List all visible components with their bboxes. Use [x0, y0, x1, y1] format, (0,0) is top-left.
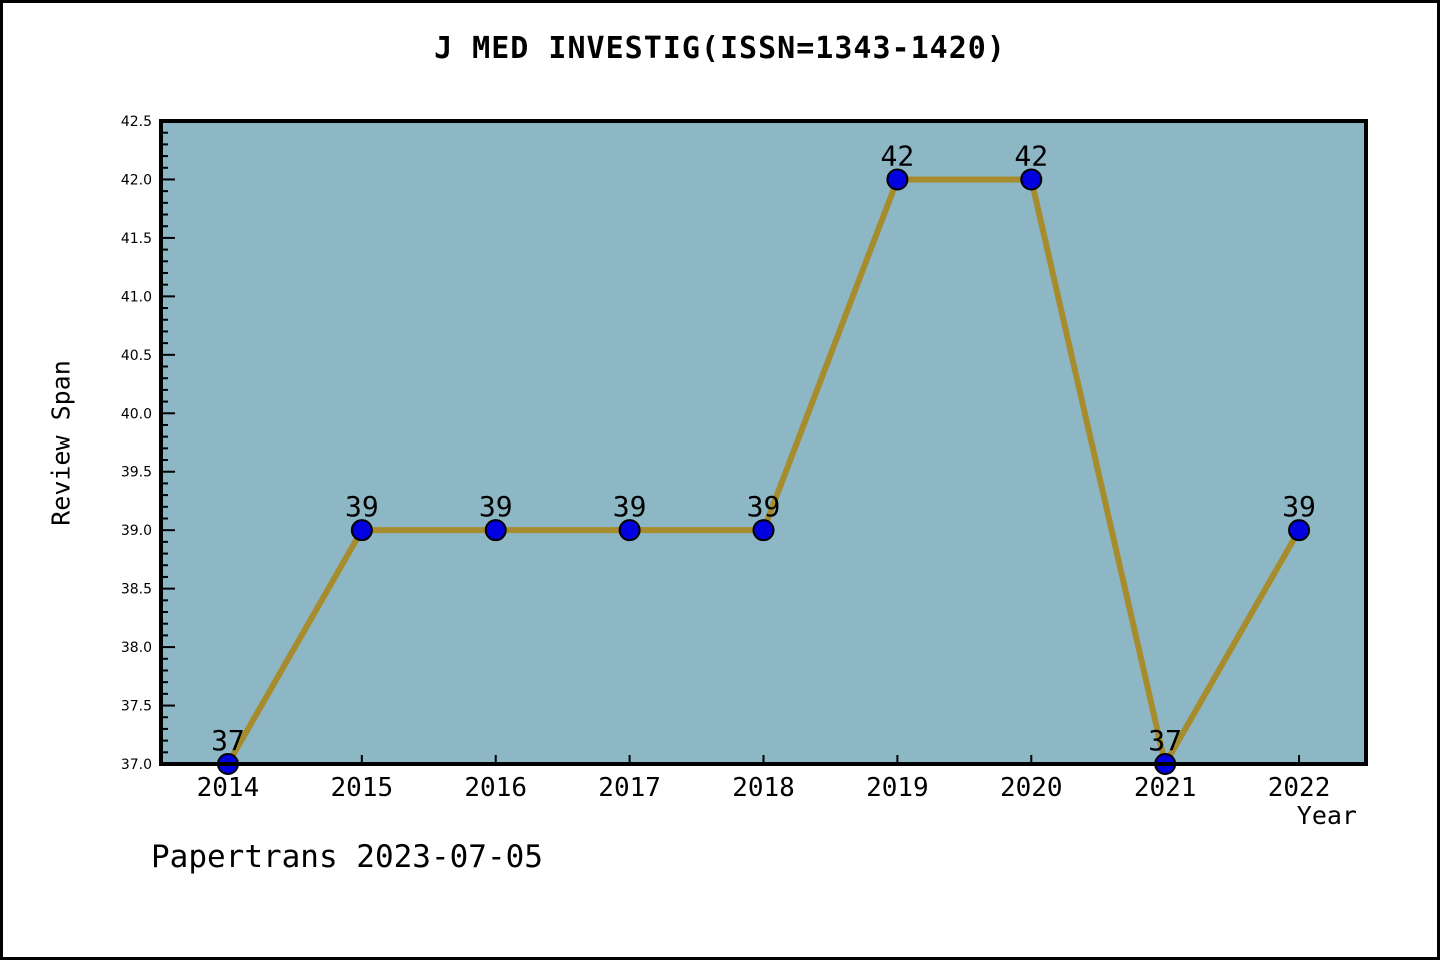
- x-tick-label: 2022: [1268, 773, 1331, 803]
- data-point-marker: [484, 519, 507, 542]
- data-point-label: 39: [479, 490, 513, 523]
- x-tick-label: 2014: [197, 773, 260, 803]
- data-point-label: 39: [747, 490, 781, 523]
- data-point-label: 39: [613, 490, 647, 523]
- data-point-label: 39: [345, 490, 379, 523]
- y-tick-label: 42.0: [121, 172, 152, 188]
- y-tick-label: 38.0: [121, 640, 152, 656]
- data-point-marker: [618, 519, 641, 542]
- x-tick-label: 2015: [331, 773, 394, 803]
- x-axis-ticks: 2014 2015 2016 2017 2018 2019 2020 2021 2022: [197, 755, 1331, 803]
- y-tick-label: 39.0: [121, 523, 152, 539]
- x-tick-label: 2017: [598, 773, 661, 803]
- y-tick-label: 39.5: [121, 465, 152, 481]
- x-tick-label: 2019: [866, 773, 929, 803]
- y-tick-label: 42.5: [121, 114, 152, 130]
- data-point-label: 42: [881, 139, 915, 172]
- data-points: 37 39 39 39 39 42 42 37 39: [211, 139, 1316, 775]
- y-tick-label: 41.0: [121, 289, 152, 305]
- line-chart: 37.0 37.5 38.0 38.5 39.0 39.5 40.0 40.5 41.0 41.5…: [121, 114, 1368, 803]
- watermark: Papertrans 2023-07-05: [151, 839, 543, 875]
- y-axis-label: Review Span: [46, 360, 76, 526]
- x-tick-label: 2016: [464, 773, 527, 803]
- y-tick-label: 37.5: [121, 699, 152, 715]
- data-point-marker: [1020, 168, 1043, 191]
- data-point-label: 37: [211, 724, 245, 757]
- y-tick-label: 37.0: [121, 757, 152, 773]
- y-tick-label: 38.5: [121, 582, 152, 598]
- data-point-label: 42: [1014, 139, 1048, 172]
- data-point-marker: [752, 519, 775, 542]
- data-point-marker: [886, 168, 909, 191]
- data-point-label: 37: [1148, 724, 1182, 757]
- data-point-label: 39: [1282, 490, 1316, 523]
- data-point-marker: [350, 519, 373, 542]
- plot-frame: [159, 119, 1368, 766]
- data-point-marker: [1288, 519, 1311, 542]
- x-tick-label: 2021: [1134, 773, 1197, 803]
- x-tick-label: 2020: [1000, 773, 1063, 803]
- plot-background: [161, 121, 1366, 764]
- x-tick-label: 2018: [732, 773, 795, 803]
- x-axis-label: Year: [1296, 801, 1357, 830]
- chart-title: J MED INVESTIG(ISSN=1343-1420): [434, 31, 1006, 66]
- y-tick-label: 41.5: [121, 231, 152, 247]
- y-tick-label: 40.0: [121, 406, 152, 422]
- y-tick-label: 40.5: [121, 348, 152, 364]
